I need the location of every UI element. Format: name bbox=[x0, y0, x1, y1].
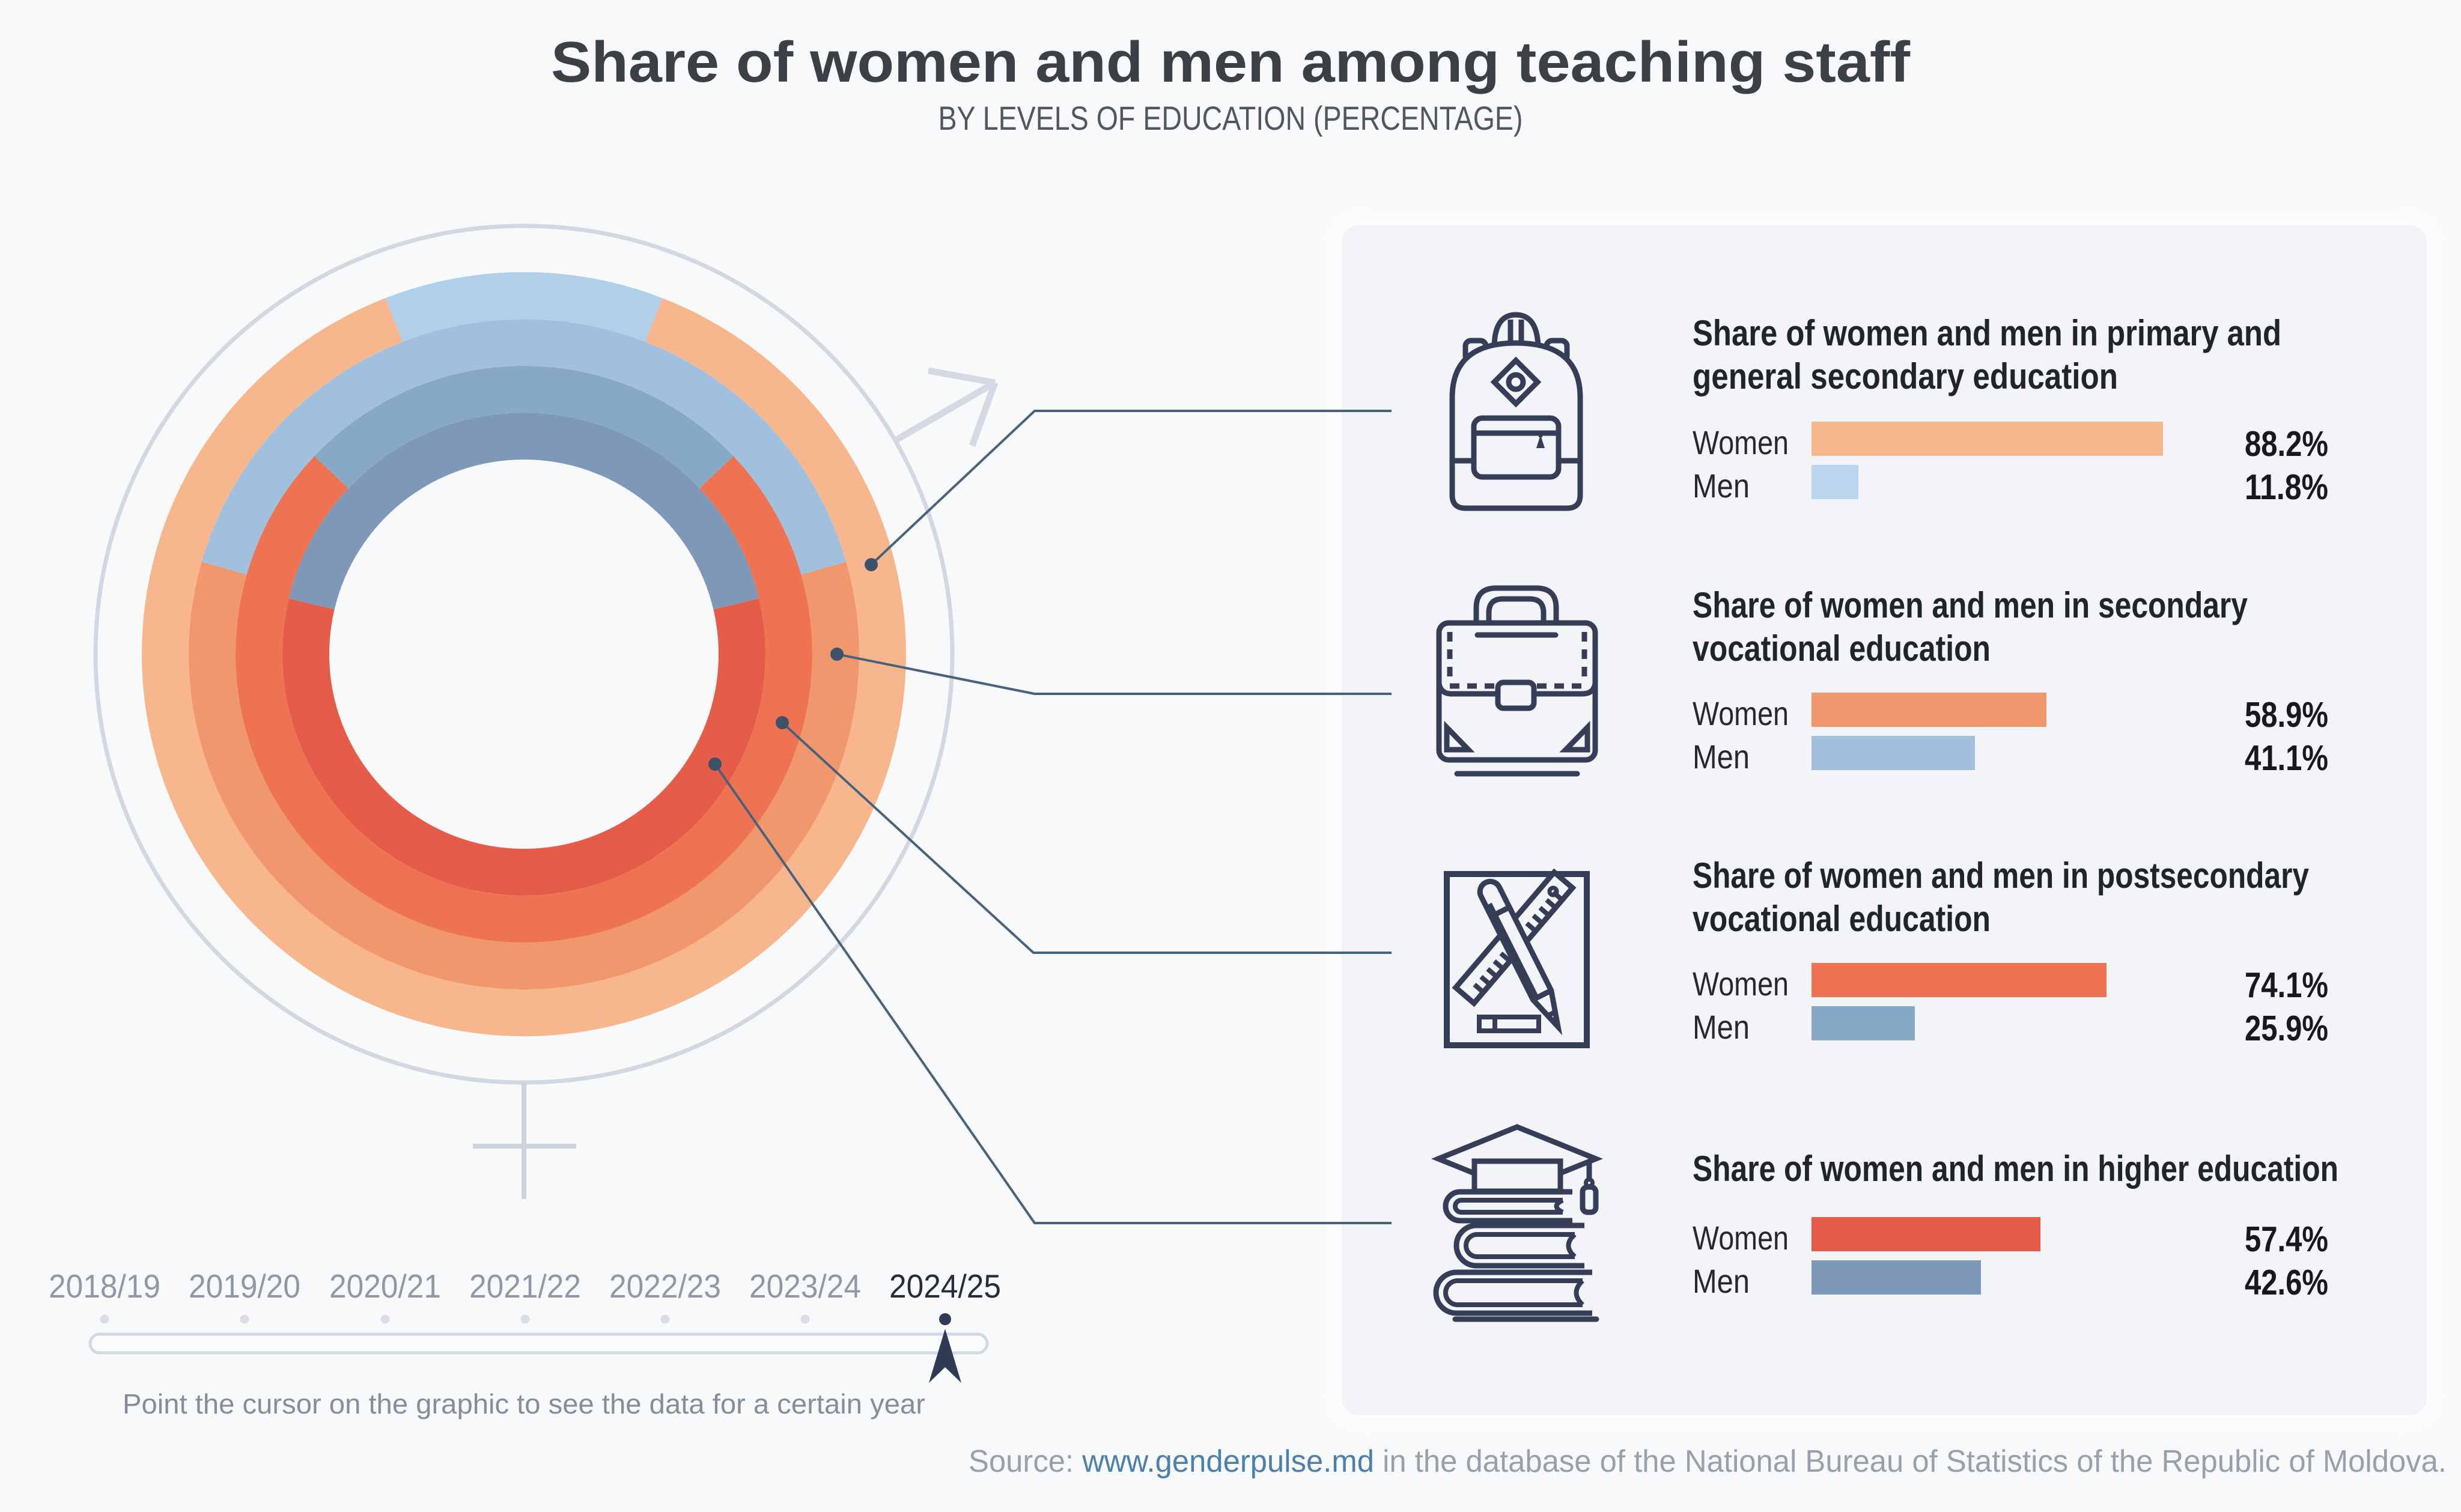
svg-text:vocational education: vocational education bbox=[1693, 628, 1991, 669]
svg-text:42.6%: 42.6% bbox=[2245, 1263, 2328, 1302]
svg-text:2024/25: 2024/25 bbox=[889, 1268, 1001, 1305]
svg-text:88.2%: 88.2% bbox=[2245, 424, 2328, 464]
svg-text:Source: www.genderpulse.md in: Source: www.genderpulse.md in the databa… bbox=[969, 1444, 2447, 1479]
svg-text:41.1%: 41.1% bbox=[2245, 738, 2328, 778]
svg-text:Women: Women bbox=[1693, 424, 1789, 461]
svg-text:Men: Men bbox=[1693, 1262, 1750, 1300]
svg-text:Women: Women bbox=[1693, 694, 1789, 732]
svg-text:general secondary education: general secondary education bbox=[1693, 356, 2118, 396]
svg-text:Men: Men bbox=[1693, 1008, 1750, 1046]
svg-text:2023/24: 2023/24 bbox=[749, 1268, 861, 1305]
svg-text:Men: Men bbox=[1693, 738, 1750, 776]
svg-text:Women: Women bbox=[1693, 965, 1789, 1003]
svg-text:Point the cursor on the graphi: Point the cursor on the graphic to see t… bbox=[123, 1388, 925, 1419]
svg-text:2020/21: 2020/21 bbox=[329, 1268, 441, 1305]
svg-text:57.4%: 57.4% bbox=[2245, 1219, 2328, 1259]
svg-text:2022/23: 2022/23 bbox=[609, 1268, 721, 1305]
svg-text:Men: Men bbox=[1693, 467, 1750, 505]
svg-text:2019/20: 2019/20 bbox=[189, 1268, 300, 1305]
svg-text:Share of women and men among t: Share of women and men among teaching st… bbox=[551, 30, 1911, 94]
svg-text:Women: Women bbox=[1693, 1219, 1789, 1257]
svg-text:Share of women and men in seco: Share of women and men in secondary bbox=[1693, 585, 2248, 625]
svg-text:BY LEVELS OF EDUCATION (PERCEN: BY LEVELS OF EDUCATION (PERCENTAGE) bbox=[938, 99, 1523, 137]
svg-text:11.8%: 11.8% bbox=[2245, 467, 2328, 507]
svg-text:58.9%: 58.9% bbox=[2245, 695, 2328, 735]
svg-text:25.9%: 25.9% bbox=[2245, 1009, 2328, 1048]
svg-text:vocational education: vocational education bbox=[1693, 899, 1991, 939]
svg-text:74.1%: 74.1% bbox=[2245, 965, 2328, 1005]
svg-text:2021/22: 2021/22 bbox=[469, 1268, 581, 1305]
svg-text:Share of women and men in post: Share of women and men in postsecondary bbox=[1693, 855, 2310, 896]
svg-text:2018/19: 2018/19 bbox=[49, 1268, 160, 1305]
svg-text:Share of women and men in prim: Share of women and men in primary and bbox=[1693, 313, 2281, 353]
svg-text:Share of women and men in high: Share of women and men in higher educati… bbox=[1693, 1149, 2338, 1189]
